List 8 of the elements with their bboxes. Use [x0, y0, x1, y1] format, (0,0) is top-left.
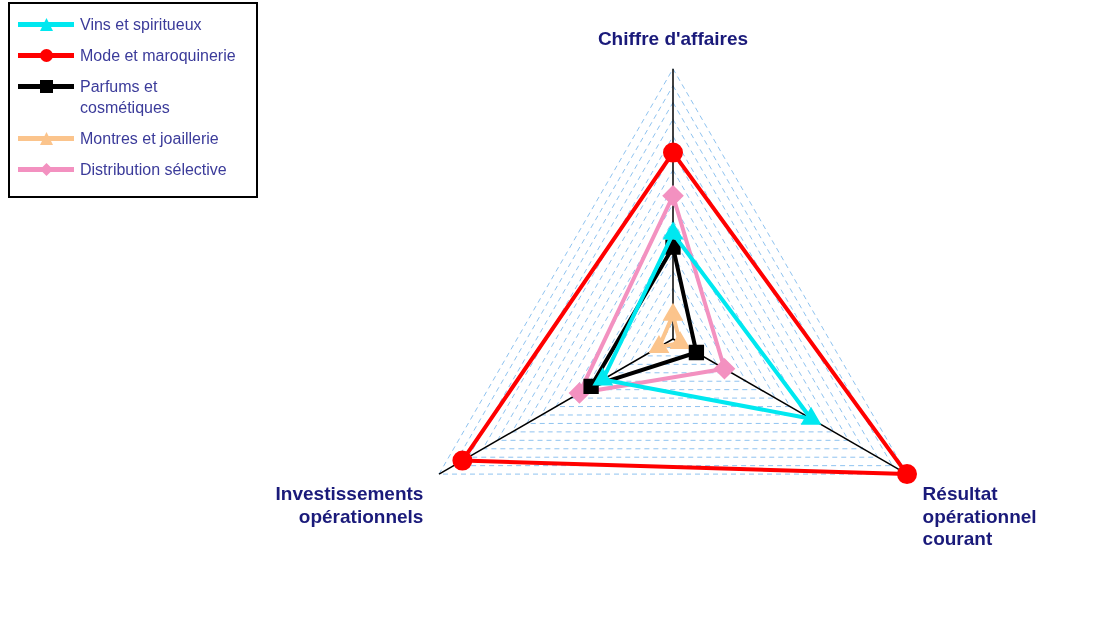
legend-label: Vins et spiritueux: [80, 15, 202, 35]
legend-label: Parfums et cosmétiques: [80, 77, 171, 118]
legend-label: Montres et joaillerie: [80, 129, 219, 149]
spoke-label: Chiffre d'affaires: [597, 27, 749, 49]
legend-label: Distribution sélective: [80, 160, 227, 180]
spoke-label: Investissements opérationnels: [275, 482, 424, 527]
legend-label: Mode et maroquinerie: [80, 46, 236, 66]
spoke-label: Résultat opérationnel courant: [922, 482, 1037, 550]
